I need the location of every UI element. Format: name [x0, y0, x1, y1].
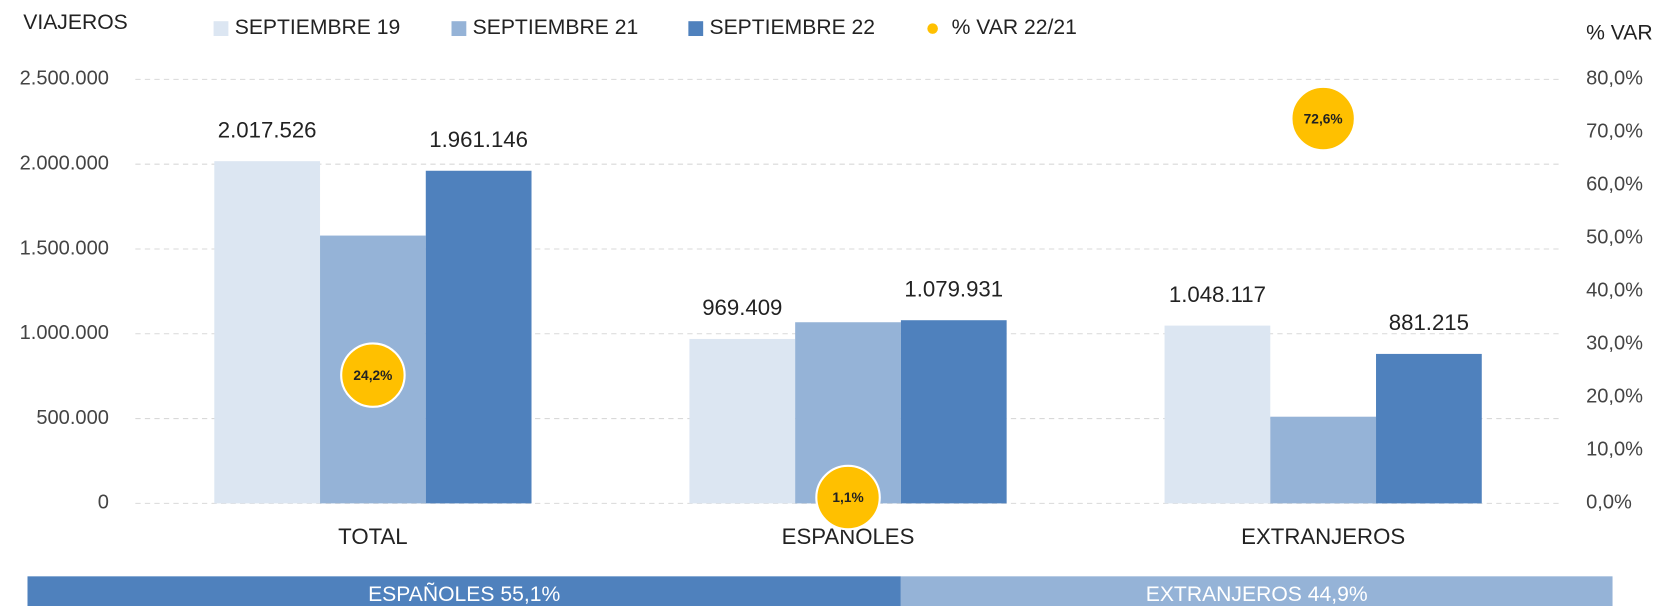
- data-label: 2.017.526: [218, 117, 317, 142]
- y2-tick-label: 50,0%: [1586, 227, 1643, 249]
- y-tick-label: 500.000: [36, 407, 109, 429]
- data-label: 1.079.931: [904, 276, 1003, 301]
- y-axis-label: VIAJEROS: [23, 11, 127, 34]
- legend-label: SEPTIEMBRE 22: [710, 16, 876, 39]
- y2-tick-label: 0,0%: [1586, 492, 1632, 514]
- legend-marker: [688, 21, 704, 37]
- x-tick-label: EXTRANJEROS: [1241, 524, 1405, 549]
- bar: [214, 161, 321, 504]
- y2-tick-label: 40,0%: [1586, 280, 1643, 302]
- bar: [425, 170, 532, 504]
- legend-marker: [213, 21, 229, 37]
- data-label: 24,2%: [353, 368, 392, 383]
- y2-tick-label: 80,0%: [1586, 68, 1643, 90]
- y2-tick-label: 60,0%: [1586, 174, 1643, 196]
- data-label: 969.409: [702, 295, 782, 320]
- legend-marker: [451, 21, 467, 37]
- share-segment: [27, 576, 901, 606]
- var-dot: [815, 464, 881, 531]
- data-label: 1.048.117: [1169, 282, 1266, 307]
- y-tick-label: 1.000.000: [20, 322, 109, 344]
- y2-tick-label: 20,0%: [1586, 386, 1643, 408]
- legend-label: % VAR 22/21: [952, 16, 1077, 39]
- data-label: 72,6%: [1304, 111, 1343, 126]
- legend-marker: [927, 23, 938, 34]
- data-label: 1,1%: [832, 490, 863, 505]
- bar: [900, 320, 1007, 504]
- bar: [689, 338, 796, 504]
- data-label: 881.215: [1389, 310, 1469, 335]
- y2-tick-label: 70,0%: [1586, 121, 1643, 143]
- y2-tick-label: 30,0%: [1586, 333, 1643, 355]
- data-label: 1.961.146: [429, 127, 528, 152]
- y2-tick-label: 10,0%: [1586, 439, 1643, 461]
- y2-axis-label: % VAR: [1586, 21, 1653, 44]
- y-tick-label: 1.500.000: [20, 237, 109, 259]
- share-segment: [900, 576, 1613, 606]
- var-dot: [1290, 85, 1356, 152]
- bar: [1376, 353, 1482, 504]
- x-tick-label: TOTAL: [338, 524, 407, 549]
- legend-label: SEPTIEMBRE 19: [235, 16, 401, 39]
- var-dot: [340, 342, 406, 408]
- bar: [1270, 416, 1377, 504]
- y-tick-label: 2.000.000: [20, 152, 109, 174]
- bar: [1164, 325, 1271, 504]
- share-label: EXTRANJEROS 44,9%: [1146, 583, 1368, 606]
- share-label: ESPAÑOLES 55,1%: [368, 582, 560, 606]
- legend-label: SEPTIEMBRE 21: [473, 16, 639, 39]
- y-tick-label: 2.500.000: [20, 68, 109, 90]
- y-tick-label: 0: [98, 492, 109, 514]
